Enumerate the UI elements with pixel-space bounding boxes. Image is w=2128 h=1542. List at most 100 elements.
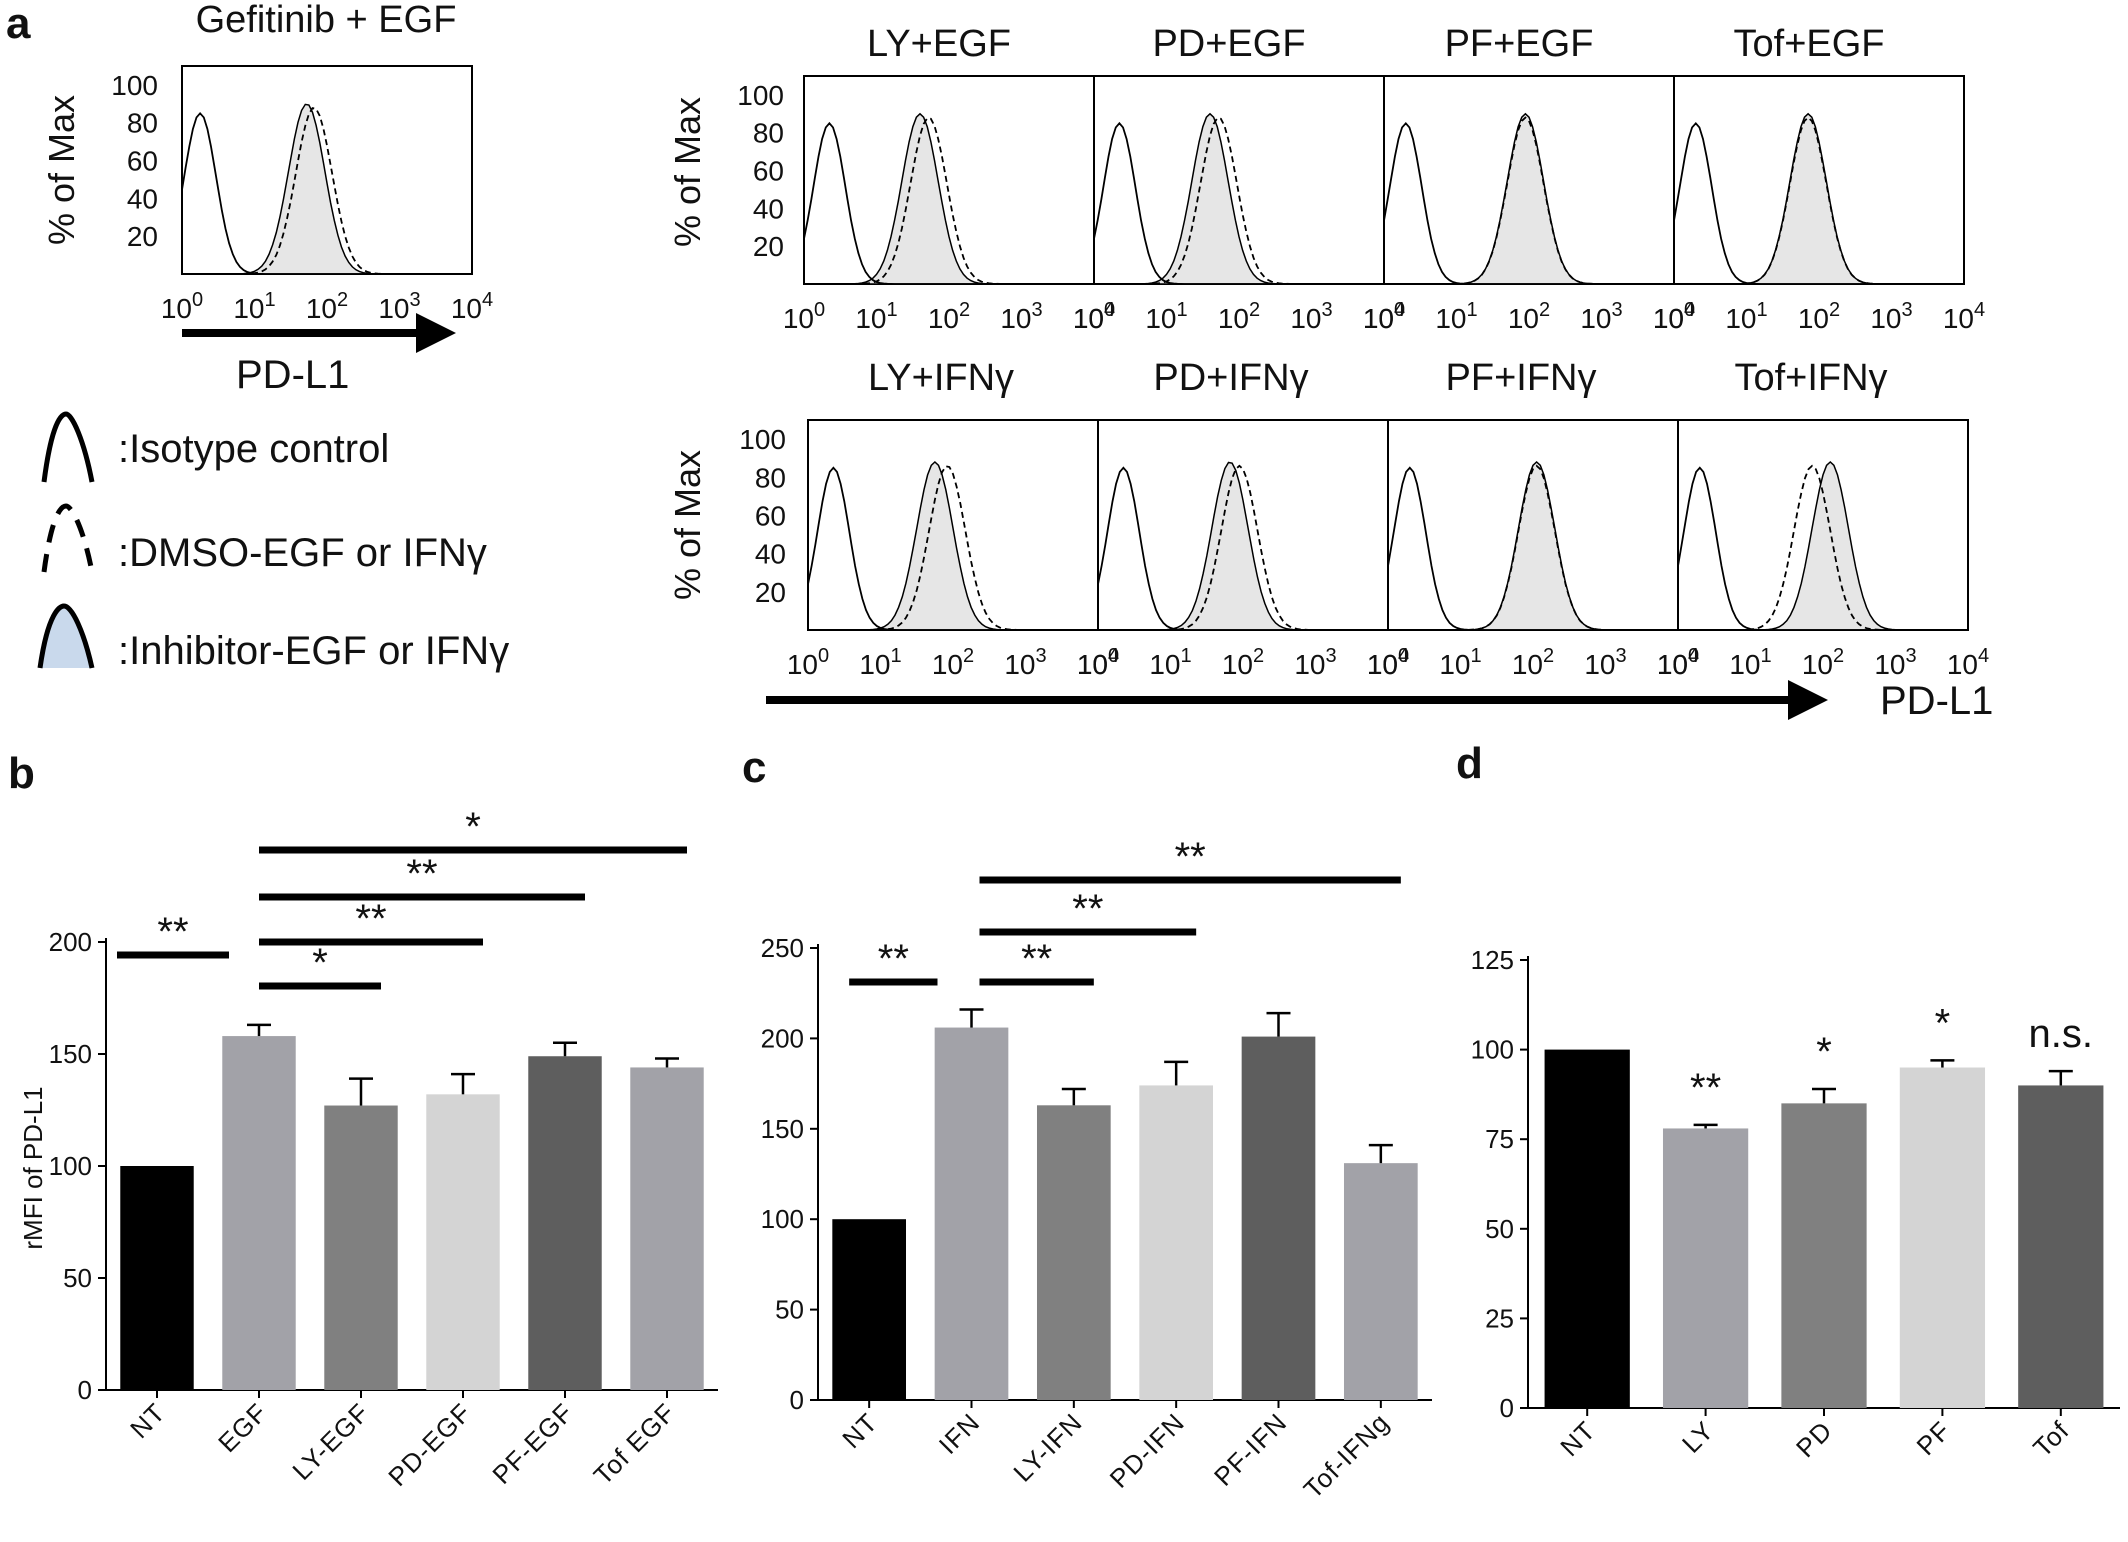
x-tick-label: 101	[855, 299, 897, 334]
x-tick-exponent: 2	[1539, 299, 1550, 321]
y-tick-label: 25	[1485, 1303, 1514, 1333]
x-tick-exponent: 1	[891, 645, 902, 667]
x-tick-label: 104	[1943, 299, 1985, 334]
significance-label: *	[312, 941, 328, 985]
histogram-title: LY+EGF	[867, 23, 1011, 65]
x-tick-label: 101	[1439, 645, 1481, 680]
bar	[1139, 1085, 1214, 1400]
x-tick-label: PD	[1790, 1415, 1838, 1463]
x-tick-label: PD-EGF	[382, 1397, 477, 1492]
x-tick-exponent: 1	[265, 289, 276, 311]
x-tick-exponent: 0	[818, 645, 829, 667]
x-tick-exponent: 1	[1761, 645, 1772, 667]
bar	[1781, 1103, 1867, 1408]
isotype-histogram	[1387, 466, 1678, 631]
x-tick-exponent: 3	[410, 289, 421, 311]
histogram-title: PF+EGF	[1445, 23, 1594, 65]
x-tick-exponent: 4	[1684, 299, 1695, 321]
x-tick-label: LY	[1676, 1415, 1720, 1459]
y-tick-label: 125	[1471, 945, 1514, 975]
x-tick-label: 103	[1004, 645, 1046, 680]
x-tick-label: 102	[928, 299, 970, 334]
x-tick-exponent: 3	[1322, 299, 1333, 321]
bar	[1544, 1049, 1630, 1408]
significance-label: **	[1021, 937, 1052, 981]
x-tick-label: EGF	[212, 1397, 273, 1458]
y-tick-label: 100	[737, 80, 784, 111]
x-tick-exponent: 0	[1104, 299, 1115, 321]
y-tick-label: 80	[755, 462, 786, 493]
x-tick-label: PD-IFN	[1104, 1407, 1191, 1494]
x-tick-exponent: 4	[1978, 645, 1989, 667]
y-tick-label: 100	[761, 1204, 804, 1234]
isotype-histogram	[807, 466, 1098, 631]
legend-solid-curve-icon	[41, 411, 95, 483]
x-tick-exponent: 3	[1612, 299, 1623, 321]
isotype-histogram	[803, 121, 1094, 285]
bar-chart: 0 50 100 150 200 NT EGF LY-EGF PD-EGF PF-EGF Tof E…	[18, 805, 718, 1492]
y-tick-label: 80	[753, 118, 784, 149]
isotype-histogram	[1673, 121, 1964, 285]
histogram-title: LY+IFNγ	[868, 357, 1014, 399]
x-tick-label: 102	[1512, 645, 1554, 680]
y-tick-label: 20	[755, 577, 786, 608]
panel-label-c: c	[742, 743, 766, 792]
y-tick-label: 60	[753, 156, 784, 187]
x-tick-label: PF-IFN	[1208, 1407, 1293, 1492]
x-tick-exponent: 0	[1684, 299, 1695, 321]
x-tick-label: 103	[1874, 645, 1916, 680]
x-tick-label: NT	[1554, 1415, 1601, 1462]
x-tick-label: LY-EGF	[286, 1397, 375, 1486]
x-tick-exponent: 2	[1253, 645, 1264, 667]
x-tick-label: 100	[1073, 299, 1115, 334]
x-tick-exponent: 3	[1616, 645, 1627, 667]
y-tick-label: 50	[1485, 1214, 1514, 1244]
y-axis-label: % of Max	[667, 97, 708, 247]
x-tick-exponent: 1	[1181, 645, 1192, 667]
y-tick-label: 0	[78, 1375, 92, 1405]
legend-label-inhibitor: :Inhibitor-EGF or IFNγ	[118, 629, 509, 673]
histogram-title: Gefitinib + EGF	[196, 0, 457, 41]
bar	[1036, 1105, 1111, 1400]
histogram-panel: 100 101 102 103 104	[1657, 419, 1989, 680]
x-tick-exponent: 2	[1249, 299, 1260, 321]
x-tick-label: 102	[306, 289, 348, 324]
significance-label: *	[1816, 1030, 1832, 1074]
x-tick-exponent: 0	[192, 289, 203, 311]
x-tick-exponent: 4	[1974, 299, 1985, 321]
significance-label: **	[157, 910, 188, 954]
isotype-histogram	[1097, 466, 1388, 631]
x-tick-label: 103	[378, 289, 420, 324]
x-tick-exponent: 0	[814, 299, 825, 321]
x-tick-exponent: 1	[1177, 299, 1188, 321]
x-tick-label: 103	[1290, 299, 1332, 334]
y-tick-label: 40	[753, 193, 784, 224]
legend-label-dmso: :DMSO-EGF or IFNγ	[118, 531, 487, 575]
histogram-panel: 100 101 102 103 104	[783, 75, 1115, 334]
x-tick-exponent: 2	[963, 645, 974, 667]
x-tick-exponent: 4	[1398, 645, 1409, 667]
y-axis-label: % of Max	[41, 95, 82, 245]
x-tick-label: PF-EGF	[486, 1397, 579, 1490]
x-tick-label: 102	[932, 645, 974, 680]
isotype-histogram	[1093, 121, 1384, 285]
inhibitor-histogram	[1678, 460, 1968, 631]
isotype-histogram	[181, 111, 472, 275]
significance-label: **	[1175, 835, 1206, 879]
y-tick-label: 150	[49, 1039, 92, 1069]
x-tick-label: 100	[1077, 645, 1119, 680]
x-tick-label: NT	[836, 1407, 883, 1454]
bar	[1343, 1163, 1418, 1400]
legend-label-isotype: :Isotype control	[118, 427, 389, 471]
histogram-panel: 100 101 102 103 104	[1077, 419, 1409, 680]
x-tick-label: 101	[1725, 299, 1767, 334]
y-tick-label: 100	[739, 424, 786, 455]
significance-label: *	[465, 805, 481, 849]
panel-label-b: b	[8, 749, 35, 798]
panel-label-d: d	[1456, 739, 1483, 788]
inhibitor-histogram	[182, 103, 472, 275]
x-tick-exponent: 4	[482, 289, 493, 311]
x-tick-exponent: 3	[1326, 645, 1337, 667]
significance-label: n.s.	[2029, 1012, 2093, 1056]
